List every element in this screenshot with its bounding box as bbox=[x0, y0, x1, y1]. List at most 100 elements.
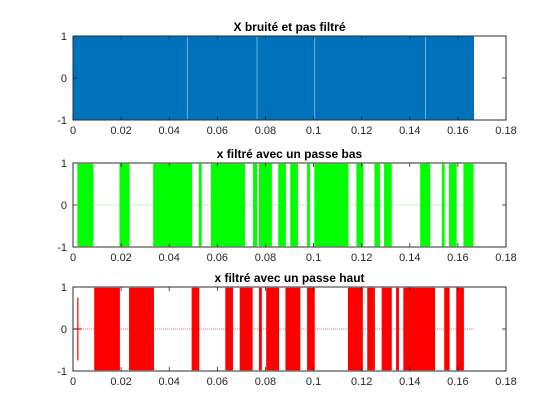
x-tick-label: 0.04 bbox=[159, 376, 180, 388]
signal-burst bbox=[367, 287, 375, 371]
x-tick-label: 0.06 bbox=[207, 252, 228, 264]
signal-burst bbox=[420, 163, 431, 247]
burst-envelope bbox=[374, 163, 380, 247]
signal-burst bbox=[449, 163, 457, 247]
x-tick-label: 0.14 bbox=[399, 376, 420, 388]
x-tick-label: 0.16 bbox=[447, 125, 468, 137]
signal-layer bbox=[73, 287, 475, 371]
subplot-highpass: x filtré avec un passe haut 0 0.02 0.04 0.0… bbox=[57, 271, 516, 388]
x-tick-label: 0 bbox=[70, 376, 76, 388]
signal-burst bbox=[94, 287, 120, 371]
signal-burst bbox=[252, 163, 258, 247]
signal-burst bbox=[307, 287, 315, 371]
x-tick-label: 0.06 bbox=[207, 125, 228, 137]
signal-layer bbox=[73, 163, 475, 247]
signal-burst bbox=[290, 163, 298, 247]
y-tick-label: 1 bbox=[61, 31, 67, 43]
signal-burst bbox=[278, 163, 286, 247]
x-tick-label: 0.18 bbox=[495, 125, 516, 137]
signal-burst bbox=[119, 163, 130, 247]
signal-burst bbox=[384, 163, 392, 247]
y-tick-label: 0 bbox=[61, 73, 67, 85]
x-tick-label: 0.04 bbox=[159, 125, 180, 137]
burst-envelope bbox=[367, 287, 375, 371]
chart-title: x filtré avec un passe bas bbox=[217, 147, 363, 161]
x-tick-label: 0.12 bbox=[351, 125, 372, 137]
x-tick-label: 0.12 bbox=[351, 376, 372, 388]
x-tick-label: 0 bbox=[70, 252, 76, 264]
x-tick-label: 0.16 bbox=[447, 376, 468, 388]
x-tick-label: 0.18 bbox=[495, 252, 516, 264]
y-tick-label: 0 bbox=[61, 200, 67, 212]
x-tick-label: 0.18 bbox=[495, 376, 516, 388]
signal-burst bbox=[210, 163, 245, 247]
y-tick-label: 1 bbox=[61, 158, 67, 170]
signal-layer bbox=[72, 36, 475, 120]
burst-envelope bbox=[278, 163, 286, 247]
signal-burst bbox=[72, 36, 475, 120]
ticks-layer: 0 0.02 0.04 0.06 0.08 0.1 0.12 0.14 0.16 0.18-101 bbox=[57, 31, 516, 137]
x-tick-label: 0.14 bbox=[399, 252, 420, 264]
x-tick-label: 0.1 bbox=[306, 125, 321, 137]
signal-burst bbox=[307, 163, 310, 247]
signal-burst bbox=[191, 287, 200, 371]
subplot-lowpass: x filtré avec un passe bas 0 0.02 0.04 0.06… bbox=[57, 147, 516, 264]
signal-burst bbox=[285, 287, 301, 371]
chart-title: x filtré avec un passe haut bbox=[214, 271, 364, 285]
ticks-layer: 0 0.02 0.04 0.06 0.08 0.1 0.12 0.14 0.16 0.18-101 bbox=[57, 158, 516, 264]
y-tick-label: -1 bbox=[57, 242, 67, 254]
y-tick-label: -1 bbox=[57, 115, 67, 127]
ticks-layer: 0 0.02 0.04 0.06 0.08 0.1 0.12 0.14 0.16 0.18-101 bbox=[57, 282, 516, 388]
x-tick-label: 0.02 bbox=[110, 252, 131, 264]
x-tick-label: 0.04 bbox=[159, 252, 180, 264]
signal-burst bbox=[225, 287, 233, 371]
signal-burst bbox=[258, 163, 272, 247]
x-tick-label: 0.08 bbox=[255, 125, 276, 137]
signal-burst bbox=[198, 163, 202, 247]
x-tick-label: 0.02 bbox=[110, 125, 131, 137]
signal-burst bbox=[153, 163, 193, 247]
y-tick-label: -1 bbox=[57, 366, 67, 378]
burst-envelope bbox=[192, 287, 200, 371]
signal-burst bbox=[239, 287, 253, 371]
signal-burst bbox=[347, 287, 363, 371]
x-tick-label: 0.1 bbox=[306, 376, 321, 388]
signal-burst bbox=[356, 163, 364, 247]
signal-burst bbox=[463, 163, 474, 247]
chart-title: X bruité et pas filtré bbox=[233, 20, 345, 34]
signal-burst bbox=[266, 287, 280, 371]
burst-envelope bbox=[403, 287, 436, 371]
signal-burst bbox=[129, 287, 154, 371]
x-tick-label: 0.16 bbox=[447, 252, 468, 264]
x-tick-label: 0.12 bbox=[351, 252, 372, 264]
signal-burst bbox=[403, 287, 436, 371]
burst-envelope bbox=[94, 287, 120, 371]
signal-burst bbox=[456, 287, 464, 371]
signal-burst bbox=[396, 287, 399, 371]
signal-burst bbox=[314, 163, 349, 247]
x-tick-label: 0.1 bbox=[306, 252, 321, 264]
burst-envelope bbox=[444, 287, 450, 371]
x-tick-label: 0.02 bbox=[110, 376, 131, 388]
signal-burst bbox=[258, 287, 262, 371]
y-tick-label: 0 bbox=[61, 324, 67, 336]
signal-burst bbox=[381, 287, 392, 371]
burst-envelope bbox=[225, 287, 233, 371]
subplot-noisy: X bruité et pas filtré 0 0.02 0.04 0.06 0.08… bbox=[57, 20, 516, 137]
signal-burst bbox=[444, 287, 450, 371]
signal-burst bbox=[441, 163, 445, 247]
signal-burst bbox=[374, 163, 380, 247]
burst-envelope bbox=[384, 163, 392, 247]
x-tick-label: 0.08 bbox=[255, 376, 276, 388]
x-tick-label: 0 bbox=[70, 125, 76, 137]
burst-envelope bbox=[456, 287, 464, 371]
burst-envelope bbox=[449, 163, 457, 247]
burst-envelope bbox=[290, 163, 298, 247]
y-tick-label: 1 bbox=[61, 282, 67, 294]
x-tick-label: 0.08 bbox=[255, 252, 276, 264]
signal-burst bbox=[77, 163, 94, 247]
burst-envelope bbox=[307, 287, 315, 371]
x-tick-label: 0.06 bbox=[207, 376, 228, 388]
x-tick-label: 0.14 bbox=[399, 125, 420, 137]
